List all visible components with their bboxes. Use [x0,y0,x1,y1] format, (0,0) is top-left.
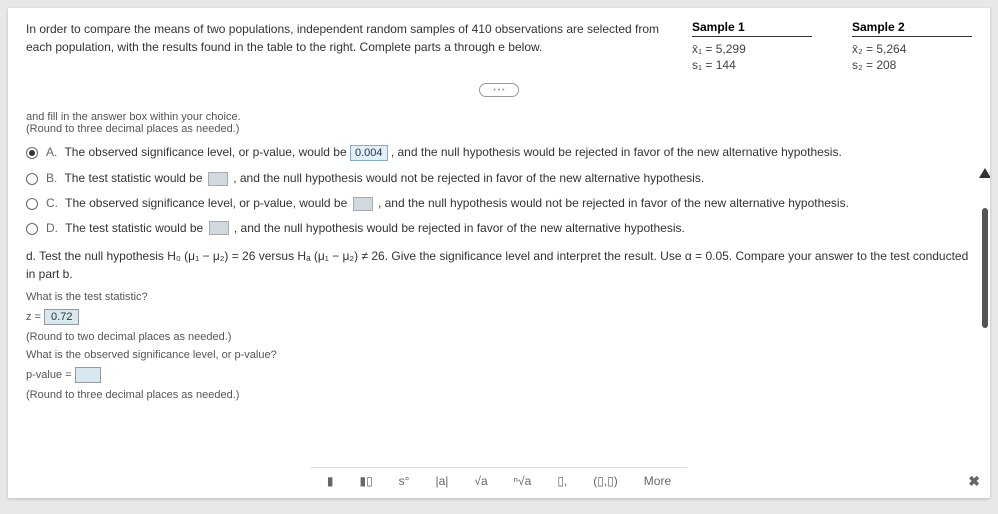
option-b-pre: The test statistic would be [64,171,205,185]
radio-a[interactable] [26,147,38,159]
pvalue-question: What is the observed significance level,… [26,349,972,361]
sample-1-col: Sample 1 x̄₁ = 5,299 s₁ = 144 [692,20,812,73]
round-note-1: (Round to two decimal places as needed.) [26,331,972,343]
letter-a: A. [46,145,57,159]
option-d-post: , and the null hypothesis would be rejec… [234,221,685,235]
option-b-blank [208,172,228,186]
scrollbar-thumb[interactable] [982,208,988,328]
radio-c[interactable] [26,198,38,210]
option-a-pre: The observed significance level, or p-va… [64,145,350,159]
z-label: z = [26,311,44,323]
scroll-up-icon[interactable] [979,168,990,178]
intro-text: In order to compare the means of two pop… [26,20,672,73]
sample-2-col: Sample 2 x̄₂ = 5,264 s₂ = 208 [852,20,972,73]
option-c-post: , and the null hypothesis would not be r… [378,196,849,210]
tool-5[interactable]: √a [470,472,491,490]
sample-2-mean: x̄₂ = 5,264 [852,41,972,57]
letter-d: D. [46,221,58,235]
test-statistic-question: What is the test statistic? [26,291,972,303]
header: In order to compare the means of two pop… [26,20,972,73]
close-icon[interactable]: ✖ [968,473,980,490]
option-b-post: , and the null hypothesis would not be r… [233,171,704,185]
tool-4[interactable]: |a| [431,472,452,490]
sample-table: Sample 1 x̄₁ = 5,299 s₁ = 144 Sample 2 x… [692,20,972,73]
part-d-question: d. Test the null hypothesis H₀ (μ₁ − μ₂)… [26,247,972,283]
note-line-2: (Round to three decimal places as needed… [26,123,239,135]
question-page: In order to compare the means of two pop… [8,8,990,498]
sample-2-sd: s₂ = 208 [852,57,972,73]
option-a[interactable]: A. The observed significance level, or p… [26,145,972,161]
option-c[interactable]: C. The observed significance level, or p… [26,196,972,211]
sample-1-title: Sample 1 [692,20,812,37]
option-c-text: C. The observed significance level, or p… [46,196,849,211]
tool-more[interactable]: More [640,472,675,490]
pvalue-answer: p-value = [26,367,972,383]
z-value-input[interactable]: 0.72 [44,309,79,325]
tool-8[interactable]: (▯,▯) [589,472,622,490]
option-b-text: B. The test statistic would be , and the… [46,171,704,186]
sample-2-title: Sample 2 [852,20,972,37]
option-d-text: D. The test statistic would be , and the… [46,221,685,236]
tool-3[interactable]: s° [395,472,414,490]
test-statistic-answer: z = 0.72 [26,309,972,325]
sample-1-mean: x̄₁ = 5,299 [692,41,812,57]
option-d-pre: The test statistic would be [65,221,206,235]
math-toolbar: ▮ ▮▯ s° |a| √a ⁿ√a ▯, (▯,▯) More [311,467,687,494]
option-a-post: , and the null hypothesis would be rejec… [391,145,842,159]
round-note-2: (Round to three decimal places as needed… [26,389,972,401]
tool-6[interactable]: ⁿ√a [510,472,536,490]
option-a-text: A. The observed significance level, or p… [46,145,842,161]
option-c-blank [353,197,373,211]
option-c-pre: The observed significance level, or p-va… [65,196,351,210]
radio-b[interactable] [26,173,38,185]
sample-1-sd: s₁ = 144 [692,57,812,73]
radio-d[interactable] [26,223,38,235]
pvalue-input[interactable] [75,367,101,383]
tool-1[interactable]: ▮ [323,472,338,490]
option-d[interactable]: D. The test statistic would be , and the… [26,221,972,236]
tool-7[interactable]: ▯, [553,472,571,490]
instruction-note: and fill in the answer box within your c… [26,111,972,135]
expand-pill[interactable]: • • • [479,83,519,97]
option-d-blank [209,221,229,235]
note-line-1: and fill in the answer box within your c… [26,111,241,123]
letter-c: C. [46,196,58,210]
option-b[interactable]: B. The test statistic would be , and the… [26,171,972,186]
pvalue-label: p-value = [26,369,75,381]
letter-b: B. [46,171,57,185]
tool-2[interactable]: ▮▯ [355,472,376,490]
option-a-value[interactable]: 0.004 [350,145,388,161]
